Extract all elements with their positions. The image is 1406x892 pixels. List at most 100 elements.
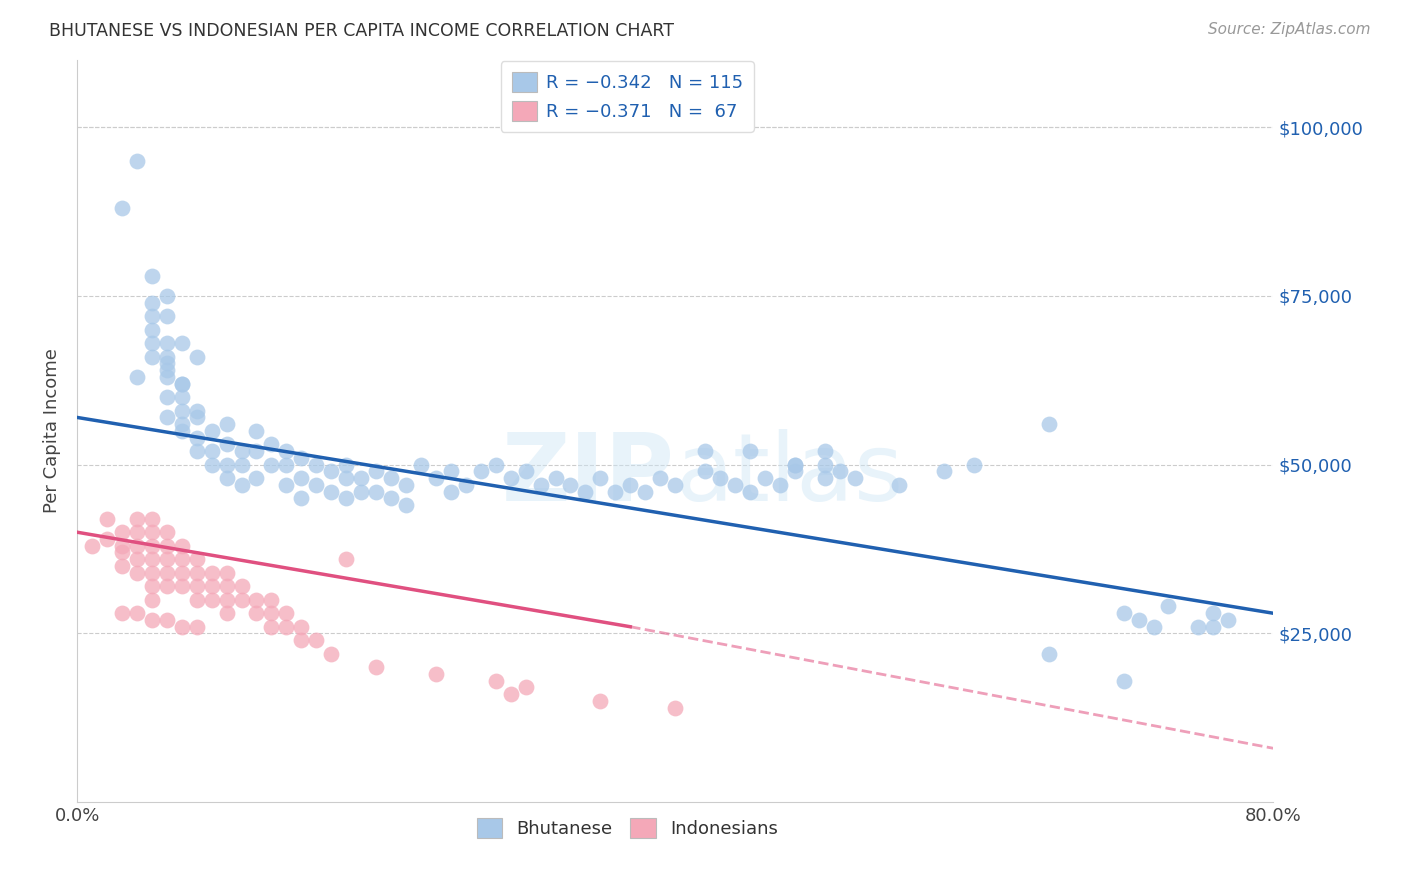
- Point: [605, 484, 627, 499]
- Point: [544, 471, 567, 485]
- Point: [141, 350, 163, 364]
- Point: [276, 478, 298, 492]
- Point: [1038, 647, 1060, 661]
- Point: [141, 512, 163, 526]
- Point: [125, 606, 148, 620]
- Point: [215, 471, 238, 485]
- Point: [186, 410, 208, 425]
- Point: [141, 592, 163, 607]
- Point: [1202, 606, 1225, 620]
- Point: [1202, 620, 1225, 634]
- Point: [156, 579, 179, 593]
- Point: [276, 606, 298, 620]
- Point: [201, 592, 224, 607]
- Point: [170, 424, 193, 438]
- Point: [125, 512, 148, 526]
- Point: [290, 620, 312, 634]
- Point: [156, 552, 179, 566]
- Point: [141, 309, 163, 323]
- Point: [634, 484, 657, 499]
- Point: [515, 465, 537, 479]
- Point: [335, 491, 357, 506]
- Point: [186, 552, 208, 566]
- Point: [485, 458, 508, 472]
- Point: [290, 633, 312, 648]
- Point: [335, 458, 357, 472]
- Y-axis label: Per Capita Income: Per Capita Income: [44, 349, 60, 514]
- Point: [245, 444, 267, 458]
- Point: [783, 458, 806, 472]
- Point: [186, 620, 208, 634]
- Point: [141, 613, 163, 627]
- Point: [380, 491, 402, 506]
- Point: [186, 592, 208, 607]
- Point: [170, 552, 193, 566]
- Point: [215, 579, 238, 593]
- Point: [141, 525, 163, 540]
- Point: [321, 647, 343, 661]
- Point: [156, 336, 179, 351]
- Point: [170, 336, 193, 351]
- Text: atlas: atlas: [675, 429, 904, 522]
- Point: [215, 437, 238, 451]
- Point: [738, 484, 761, 499]
- Point: [141, 268, 163, 283]
- Point: [380, 471, 402, 485]
- Point: [574, 484, 596, 499]
- Point: [260, 458, 283, 472]
- Point: [156, 525, 179, 540]
- Point: [1038, 417, 1060, 432]
- Point: [844, 471, 866, 485]
- Point: [170, 403, 193, 417]
- Point: [366, 465, 388, 479]
- Point: [1218, 613, 1240, 627]
- Point: [350, 471, 373, 485]
- Point: [186, 566, 208, 580]
- Point: [470, 465, 492, 479]
- Point: [156, 566, 179, 580]
- Point: [156, 363, 179, 377]
- Point: [366, 660, 388, 674]
- Point: [321, 465, 343, 479]
- Point: [335, 471, 357, 485]
- Point: [934, 465, 956, 479]
- Point: [231, 579, 253, 593]
- Point: [170, 620, 193, 634]
- Point: [499, 687, 522, 701]
- Point: [111, 606, 134, 620]
- Point: [111, 539, 134, 553]
- Point: [814, 471, 837, 485]
- Point: [125, 566, 148, 580]
- Point: [290, 491, 312, 506]
- Point: [170, 539, 193, 553]
- Point: [201, 566, 224, 580]
- Point: [395, 478, 418, 492]
- Point: [783, 458, 806, 472]
- Point: [125, 525, 148, 540]
- Point: [245, 424, 267, 438]
- Point: [709, 471, 731, 485]
- Point: [260, 437, 283, 451]
- Point: [186, 579, 208, 593]
- Point: [395, 498, 418, 512]
- Point: [260, 620, 283, 634]
- Point: [425, 471, 447, 485]
- Text: Source: ZipAtlas.com: Source: ZipAtlas.com: [1208, 22, 1371, 37]
- Point: [231, 444, 253, 458]
- Point: [186, 431, 208, 445]
- Point: [560, 478, 582, 492]
- Point: [693, 444, 716, 458]
- Point: [366, 484, 388, 499]
- Point: [828, 465, 851, 479]
- Point: [141, 566, 163, 580]
- Point: [1112, 673, 1135, 688]
- Point: [335, 552, 357, 566]
- Point: [589, 694, 612, 708]
- Point: [186, 444, 208, 458]
- Point: [664, 700, 686, 714]
- Point: [321, 484, 343, 499]
- Point: [783, 465, 806, 479]
- Point: [245, 471, 267, 485]
- Point: [96, 532, 118, 546]
- Point: [769, 478, 792, 492]
